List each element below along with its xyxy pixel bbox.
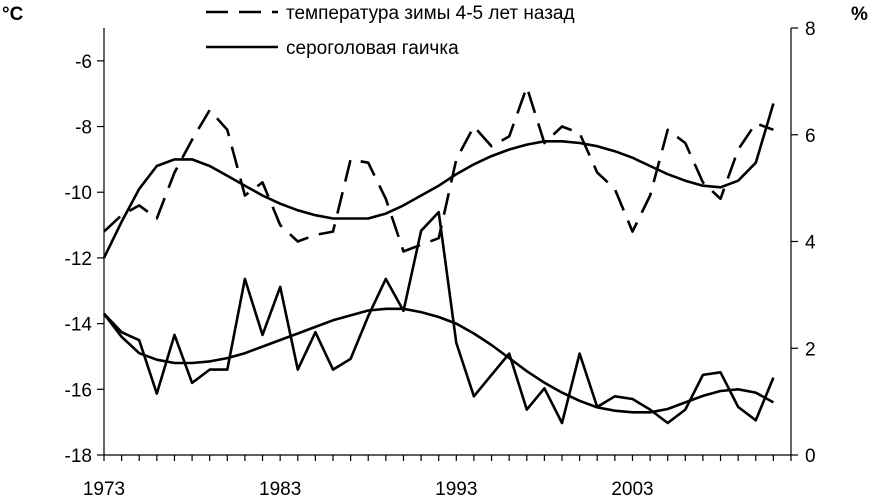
right-tick-label: 2: [805, 339, 816, 360]
left-axis-ticks: -18 -16 -14 -12 -10 -8 -6: [65, 52, 104, 467]
x-tick-label: 1983: [259, 479, 301, 498]
axes: °C %: [2, 4, 868, 456]
legend: температура зимы 4-5 лет назад сероголов…: [206, 3, 575, 59]
trend-line-3: [102, 307, 775, 414]
series-lines: [102, 85, 775, 425]
left-tick-label: -16: [65, 380, 92, 401]
right-tick-label: 0: [805, 446, 816, 467]
left-tick-label: -10: [65, 183, 92, 204]
right-axis-unit: %: [851, 4, 868, 25]
left-tick-label: -8: [75, 118, 92, 139]
left-axis-unit: °C: [2, 4, 24, 25]
right-tick-label: 6: [805, 126, 816, 147]
x-tick-label: 1993: [435, 479, 477, 498]
left-tick-label: -12: [65, 249, 92, 270]
right-tick-label: 4: [805, 233, 816, 254]
left-tick-label: -6: [75, 52, 92, 73]
left-tick-label: -18: [65, 446, 92, 467]
right-axis-ticks: 0 2 4 6 8: [791, 19, 816, 467]
x-tick-label: 1973: [83, 479, 125, 498]
series-line-tit: [103, 210, 775, 425]
legend-label-tit: сероголовая гаичка: [286, 38, 459, 59]
x-axis-ticks: 1973 1983 1993 2003: [83, 455, 792, 498]
right-tick-label: 8: [805, 19, 816, 40]
series-line-temperature: [103, 85, 774, 253]
legend-label-temperature: температура зимы 4-5 лет назад: [286, 3, 575, 24]
left-tick-label: -14: [65, 315, 93, 336]
x-tick-label: 2003: [611, 479, 653, 498]
trend-line-2: [102, 103, 775, 259]
